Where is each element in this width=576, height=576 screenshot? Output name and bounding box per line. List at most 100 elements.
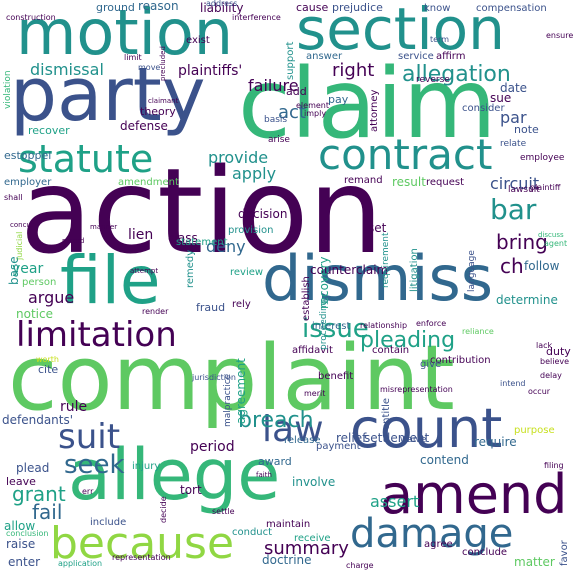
- word-deny: deny: [206, 237, 246, 256]
- word-issue: issue: [302, 314, 369, 344]
- word-construction: construction: [6, 13, 56, 22]
- word-release: release: [284, 435, 321, 446]
- word-argue: argue: [28, 288, 75, 307]
- word-seek: seek: [64, 450, 125, 480]
- word-par: par: [500, 108, 527, 127]
- word-claim: claim: [238, 48, 497, 160]
- word-defense: defense: [120, 119, 168, 133]
- word-raise: raise: [6, 537, 36, 551]
- word-decide: decide: [159, 496, 168, 523]
- word-plaintiffs: plaintiffs': [178, 63, 243, 79]
- word-merit: merit: [304, 389, 326, 398]
- word-lawsuit: lawsuit: [508, 185, 540, 195]
- word-contribution: contribution: [430, 355, 491, 366]
- word-bar: bar: [490, 193, 537, 226]
- word-violation: violation: [3, 70, 13, 109]
- word-cause: cause: [296, 1, 329, 14]
- word-count: count: [350, 397, 503, 460]
- word-intend: intend: [500, 379, 526, 388]
- word-leave: leave: [6, 475, 36, 488]
- word-fail: fail: [32, 500, 63, 524]
- word-contend: contend: [420, 453, 469, 467]
- word-judicial: judicial: [15, 231, 24, 260]
- word-misrepresentation: misrepresentation: [380, 385, 453, 394]
- word-date: date: [500, 81, 528, 95]
- word-settlement: settlement: [364, 431, 430, 445]
- word-proceeding: proceeding: [319, 299, 329, 350]
- word-motion: motion: [16, 0, 234, 69]
- word-arise: arise: [268, 135, 290, 145]
- word-settle: settle: [212, 507, 235, 516]
- word-maintain: maintain: [266, 519, 311, 530]
- word-law: law: [262, 409, 324, 450]
- word-plaintiff: plaintiff: [530, 183, 561, 192]
- word-entitle: entitle: [381, 397, 392, 430]
- word-worth: worth: [36, 355, 59, 364]
- word-complaint: complaint: [8, 326, 455, 431]
- word-statement: statement: [176, 237, 228, 248]
- word-lien: lien: [128, 227, 154, 243]
- word-manner: manner: [90, 223, 118, 231]
- word-ensure: ensure: [546, 31, 574, 40]
- word-jurisdiction: jurisdiction: [192, 373, 236, 382]
- word-relationship: relationship: [360, 321, 408, 330]
- word-remand: remand: [344, 175, 383, 186]
- word-imply: imply: [304, 109, 327, 118]
- word-suit: suit: [58, 417, 121, 457]
- word-affirm: affirm: [436, 51, 466, 62]
- word-conduct: conduct: [232, 527, 273, 538]
- word-matter: matter: [514, 555, 555, 569]
- word-pleading: pleading: [360, 328, 456, 353]
- word-limit: limit: [124, 53, 142, 62]
- word-allege: allege: [68, 434, 281, 516]
- word-contract: contract: [318, 130, 493, 179]
- word-employee: employee: [520, 153, 565, 163]
- word-agreement: agreement: [234, 358, 248, 424]
- word-summary: summary: [264, 538, 349, 559]
- word-fraud: fraud: [196, 301, 226, 314]
- word-rule: rule: [60, 399, 88, 415]
- word-year: year: [12, 261, 44, 277]
- word-defendants: defendants': [2, 413, 74, 427]
- word-result: result: [392, 175, 426, 189]
- word-party: party: [10, 52, 206, 138]
- word-believe: believe: [540, 357, 570, 366]
- word-pay: pay: [328, 93, 349, 106]
- word-reason: reason: [138, 0, 179, 13]
- word-delay: delay: [540, 371, 562, 380]
- word-address: address: [206, 0, 238, 8]
- word-sue: sue: [490, 91, 512, 105]
- word-require: require: [474, 435, 517, 449]
- word-provision: provision: [228, 225, 274, 236]
- word-enforce: enforce: [416, 319, 447, 328]
- word-injury: injury: [132, 461, 161, 472]
- word-action: action: [20, 142, 384, 280]
- word-estoppel: estoppel: [4, 149, 52, 162]
- word-rely: rely: [232, 299, 251, 310]
- word-amend: amend: [380, 463, 568, 526]
- word-give: give: [420, 359, 442, 370]
- word-exist: exist: [186, 35, 210, 46]
- word-know: know: [424, 3, 451, 14]
- word-statute: statute: [18, 137, 154, 181]
- word-relate: relate: [500, 139, 527, 149]
- word-remedy: remedy: [185, 249, 196, 288]
- word-err: err: [82, 487, 94, 496]
- word-basis: basis: [264, 115, 288, 125]
- word-service: service: [398, 51, 434, 62]
- word-answer: answer: [306, 51, 343, 62]
- word-base: base: [7, 256, 21, 285]
- word-purpose: purpose: [514, 425, 555, 436]
- word-grant: grant: [12, 482, 66, 506]
- word-attempt: attempt: [130, 267, 159, 275]
- word-award: award: [258, 455, 292, 468]
- word-lack: lack: [536, 341, 553, 350]
- word-charge: charge: [346, 561, 374, 570]
- word-application: application: [58, 559, 103, 568]
- word-affidavit: affidavit: [292, 345, 333, 356]
- word-cite: cite: [38, 363, 59, 376]
- word-class: class: [168, 231, 198, 245]
- word-bring: bring: [496, 230, 548, 254]
- word-recover: recover: [28, 124, 70, 137]
- word-requirement: requirement: [381, 232, 391, 288]
